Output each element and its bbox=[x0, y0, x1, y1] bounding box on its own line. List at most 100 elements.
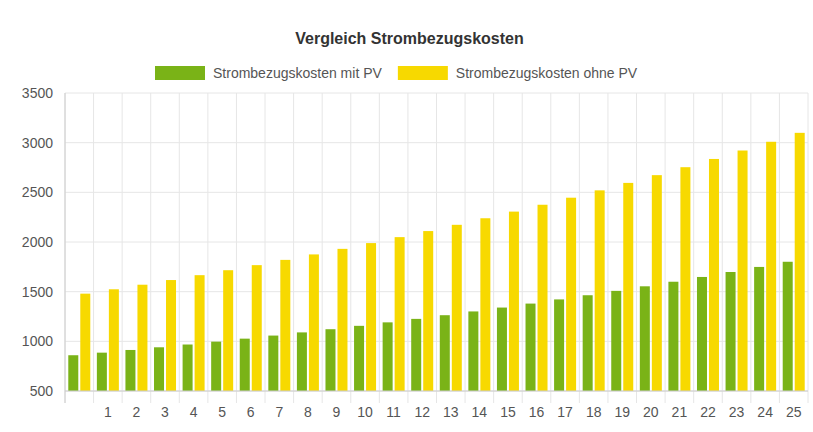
x-tick-label: 15 bbox=[500, 404, 516, 420]
bar bbox=[623, 183, 633, 391]
bar bbox=[709, 159, 719, 391]
grid-line-x bbox=[465, 93, 466, 403]
bar bbox=[554, 299, 564, 391]
bar bbox=[766, 142, 776, 391]
x-tick-label: 18 bbox=[586, 404, 602, 420]
bar bbox=[595, 190, 605, 391]
grid-line-x bbox=[665, 93, 666, 403]
grid-line-x bbox=[379, 93, 380, 403]
grid-line-x bbox=[750, 93, 751, 403]
grid-line-y bbox=[65, 291, 808, 292]
grid-line-x bbox=[607, 93, 608, 403]
bar bbox=[309, 254, 319, 391]
bar bbox=[411, 319, 421, 391]
grid-line-x bbox=[122, 93, 123, 403]
title: Vergleich Strombezugskosten bbox=[295, 30, 524, 47]
bar bbox=[325, 329, 335, 391]
grid-line-y bbox=[65, 242, 808, 243]
bar bbox=[395, 237, 405, 391]
bar bbox=[795, 133, 805, 391]
x-tick-label: 6 bbox=[247, 404, 255, 420]
bar bbox=[509, 212, 519, 391]
bar bbox=[252, 265, 262, 391]
bar bbox=[652, 175, 662, 391]
bar bbox=[480, 218, 490, 391]
grid-line-x bbox=[779, 93, 780, 403]
grid-line-y bbox=[65, 192, 808, 193]
legend-swatch bbox=[398, 66, 448, 80]
y-tick-label: 1000 bbox=[22, 333, 53, 349]
bar bbox=[211, 342, 221, 391]
bar bbox=[80, 294, 90, 391]
x-tick-label: 11 bbox=[386, 404, 401, 420]
x-tick-label: 19 bbox=[614, 404, 630, 420]
grid-line-x bbox=[207, 93, 208, 403]
bar bbox=[468, 311, 478, 391]
grid-line-y bbox=[65, 142, 808, 143]
x-tick-label: 3 bbox=[161, 404, 169, 420]
grid-line-y bbox=[65, 341, 808, 342]
bar bbox=[680, 167, 690, 391]
x-tick-label: 4 bbox=[190, 404, 198, 420]
legend-swatch bbox=[155, 66, 205, 80]
x-tick-label: 9 bbox=[333, 404, 341, 420]
grid-line-x bbox=[436, 93, 437, 403]
grid-line-x bbox=[808, 93, 809, 403]
bar bbox=[726, 272, 736, 391]
x-tick-label: 23 bbox=[729, 404, 745, 420]
grid-line-x bbox=[693, 93, 694, 403]
bar bbox=[423, 231, 433, 391]
y-tick-label: 3000 bbox=[22, 135, 53, 151]
bar bbox=[497, 308, 507, 391]
grid-line-x bbox=[493, 93, 494, 403]
bar bbox=[783, 262, 793, 391]
x-tick-label: 21 bbox=[672, 404, 688, 420]
bar bbox=[440, 315, 450, 391]
bar bbox=[183, 345, 193, 391]
grid-line-x bbox=[236, 93, 237, 403]
bar bbox=[738, 151, 748, 391]
bar bbox=[137, 285, 147, 391]
bar bbox=[240, 339, 250, 391]
grid-line-x bbox=[179, 93, 180, 403]
bar bbox=[268, 336, 278, 391]
y-tick-label: 500 bbox=[30, 383, 54, 399]
x-tick-label: 20 bbox=[643, 404, 659, 420]
bar bbox=[223, 270, 233, 391]
x-tick-label: 1 bbox=[104, 404, 112, 420]
x-tick-label: 17 bbox=[557, 404, 573, 420]
bar bbox=[668, 282, 678, 391]
bar bbox=[640, 286, 650, 391]
bar bbox=[366, 243, 376, 391]
grid-line-y bbox=[65, 391, 808, 392]
y-tick-label: 2500 bbox=[22, 184, 53, 200]
grid-line-x bbox=[550, 93, 551, 403]
grid-line-x bbox=[579, 93, 580, 403]
grid-line-y bbox=[65, 93, 808, 94]
bar bbox=[526, 304, 536, 391]
bar bbox=[566, 198, 576, 391]
bar bbox=[68, 355, 78, 391]
y-tick-label: 1500 bbox=[22, 284, 53, 300]
y-tick-label: 3500 bbox=[22, 85, 53, 101]
y-axis bbox=[65, 93, 66, 403]
x-tick-label: 12 bbox=[414, 404, 430, 420]
bar bbox=[583, 295, 593, 391]
x-tick-label: 24 bbox=[757, 404, 773, 420]
x-tick-label: 14 bbox=[472, 404, 488, 420]
x-tick-label: 16 bbox=[529, 404, 545, 420]
y-tick-label: 2000 bbox=[22, 234, 53, 250]
bar bbox=[383, 322, 393, 391]
x-tick-label: 2 bbox=[133, 404, 141, 420]
x-tick-label: 25 bbox=[786, 404, 802, 420]
x-tick-label: 10 bbox=[357, 404, 373, 420]
legend-label: Strombezugskosten mit PV bbox=[213, 65, 383, 81]
bar bbox=[195, 275, 205, 391]
grid-line-x bbox=[407, 93, 408, 403]
grid-line-x bbox=[636, 93, 637, 403]
bar bbox=[337, 249, 347, 391]
bar bbox=[297, 332, 307, 391]
x-tick-label: 13 bbox=[443, 404, 459, 420]
bars bbox=[68, 133, 804, 391]
grid-line-x bbox=[150, 93, 151, 403]
